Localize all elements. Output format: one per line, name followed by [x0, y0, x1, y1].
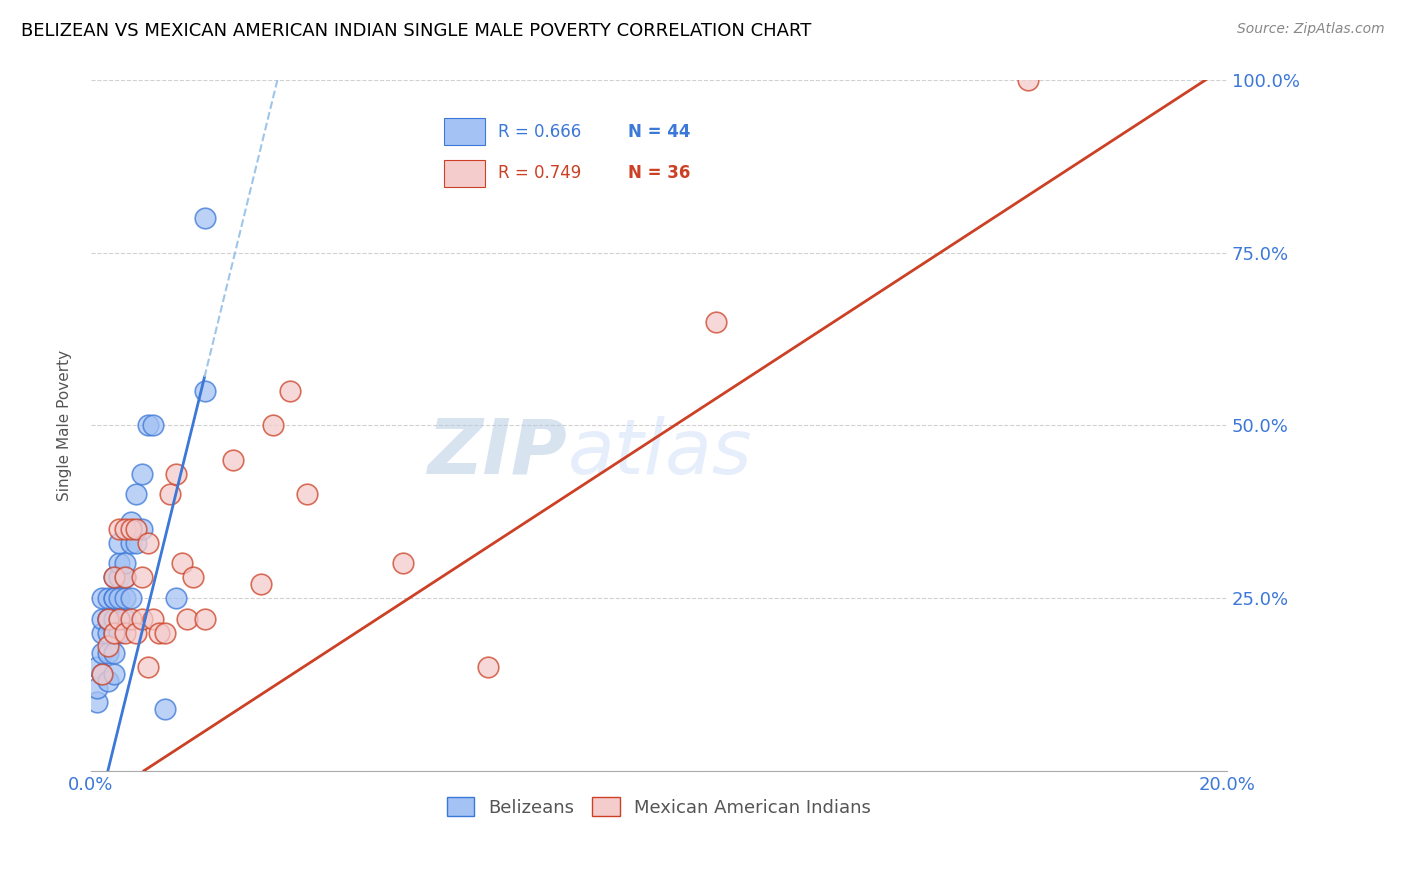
- Point: [704, 315, 727, 329]
- Point: [114, 591, 136, 605]
- Text: Source: ZipAtlas.com: Source: ZipAtlas.com: [1237, 22, 1385, 37]
- Point: [103, 646, 125, 660]
- Point: [131, 522, 153, 536]
- Y-axis label: Single Male Poverty: Single Male Poverty: [58, 350, 72, 501]
- Point: [153, 625, 176, 640]
- Point: [131, 467, 153, 481]
- Point: [114, 625, 136, 640]
- Legend: Belizeans, Mexican American Indians: Belizeans, Mexican American Indians: [440, 790, 879, 824]
- Point: [91, 667, 114, 681]
- Point: [136, 660, 159, 674]
- Point: [108, 612, 131, 626]
- Point: [97, 612, 120, 626]
- Point: [97, 646, 120, 660]
- Point: [165, 591, 187, 605]
- Text: BELIZEAN VS MEXICAN AMERICAN INDIAN SINGLE MALE POVERTY CORRELATION CHART: BELIZEAN VS MEXICAN AMERICAN INDIAN SING…: [21, 22, 811, 40]
- Point: [114, 570, 136, 584]
- Point: [153, 701, 176, 715]
- Point: [97, 625, 120, 640]
- Point: [159, 487, 181, 501]
- Point: [295, 487, 318, 501]
- Point: [108, 557, 131, 571]
- Point: [114, 612, 136, 626]
- Point: [193, 211, 215, 226]
- Point: [1017, 73, 1039, 87]
- Point: [103, 591, 125, 605]
- Point: [91, 591, 114, 605]
- Point: [131, 570, 153, 584]
- Point: [103, 570, 125, 584]
- Point: [108, 535, 131, 549]
- Point: [120, 612, 142, 626]
- Point: [142, 418, 165, 433]
- Point: [108, 625, 131, 640]
- Text: atlas: atlas: [568, 416, 752, 490]
- Point: [120, 522, 142, 536]
- Point: [91, 612, 114, 626]
- Point: [136, 535, 159, 549]
- Point: [91, 667, 114, 681]
- Point: [103, 612, 125, 626]
- Point: [120, 515, 142, 529]
- Point: [97, 640, 120, 654]
- Point: [114, 557, 136, 571]
- Point: [86, 660, 108, 674]
- Point: [103, 625, 125, 640]
- Point: [114, 570, 136, 584]
- Point: [114, 522, 136, 536]
- Point: [262, 418, 284, 433]
- Point: [125, 487, 148, 501]
- Point: [103, 570, 125, 584]
- Point: [91, 625, 114, 640]
- Point: [125, 625, 148, 640]
- Point: [131, 612, 153, 626]
- Point: [176, 612, 198, 626]
- Point: [108, 612, 131, 626]
- Point: [392, 557, 415, 571]
- Point: [103, 667, 125, 681]
- Point: [222, 453, 245, 467]
- Point: [97, 591, 120, 605]
- Point: [108, 570, 131, 584]
- Point: [108, 522, 131, 536]
- Point: [86, 681, 108, 695]
- Point: [477, 660, 499, 674]
- Point: [103, 591, 125, 605]
- Point: [250, 577, 273, 591]
- Point: [103, 625, 125, 640]
- Point: [91, 646, 114, 660]
- Point: [125, 522, 148, 536]
- Point: [181, 570, 204, 584]
- Point: [97, 612, 120, 626]
- Point: [86, 695, 108, 709]
- Point: [170, 557, 193, 571]
- Point: [278, 384, 301, 398]
- Point: [165, 467, 187, 481]
- Text: ZIP: ZIP: [429, 416, 568, 490]
- Point: [193, 612, 215, 626]
- Point: [120, 535, 142, 549]
- Point: [97, 673, 120, 688]
- Point: [108, 591, 131, 605]
- Point: [120, 591, 142, 605]
- Point: [136, 418, 159, 433]
- Point: [193, 384, 215, 398]
- Point: [148, 625, 170, 640]
- Point: [125, 535, 148, 549]
- Point: [142, 612, 165, 626]
- Point: [97, 612, 120, 626]
